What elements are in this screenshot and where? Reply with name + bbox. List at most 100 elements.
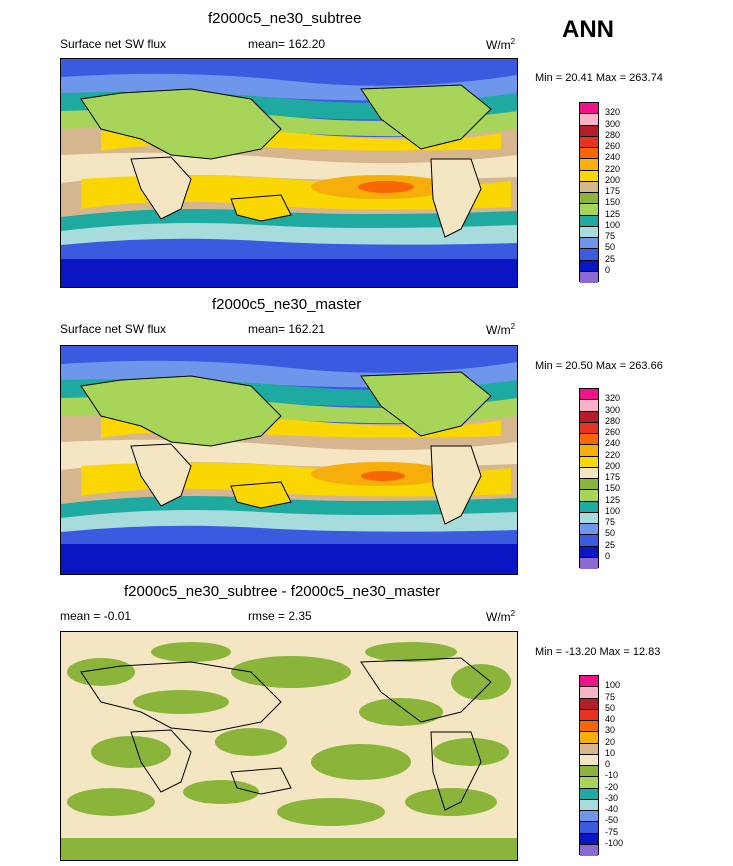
colorbar-label: 20	[605, 736, 616, 747]
sw-band-antarctic	[61, 544, 517, 574]
panel3-contour-plot	[61, 632, 517, 860]
swatch-150	[580, 479, 598, 491]
colorbar-label: 30	[605, 725, 616, 736]
swatch-100	[580, 501, 598, 513]
panel3-colorbar	[579, 675, 599, 856]
swatch-220	[580, 445, 598, 457]
colorbar-label: 300	[605, 118, 621, 129]
continent-africa	[130, 156, 192, 220]
continent-south-america	[430, 445, 482, 525]
swatch-175	[580, 181, 598, 193]
colorbar-label: -10	[605, 770, 619, 781]
colorbar-label: 150	[605, 483, 621, 494]
colorbar-label: 125	[605, 208, 621, 219]
continent-eurasia	[80, 375, 282, 447]
colorbar-label: 100	[605, 219, 621, 230]
colorbar-label: 40	[605, 714, 616, 724]
panel3-mean: mean = -0.01	[60, 609, 132, 623]
colorbar-label: 220	[605, 163, 621, 174]
colorbar-label: 0	[605, 264, 611, 275]
panel3-map	[60, 631, 518, 861]
colorbar-label: 25	[605, 539, 616, 550]
panel3-minmax: Min = -13.20 Max = 12.83	[535, 646, 661, 658]
colorbar-label: 240	[605, 438, 621, 449]
swatch-20	[580, 732, 598, 744]
sw-band-itcz	[61, 152, 517, 183]
swatch-200	[580, 170, 598, 182]
swatch-260	[580, 136, 598, 148]
swatch-320	[580, 389, 598, 401]
swatch-minus-40	[580, 799, 598, 811]
swatch-below-0	[580, 557, 598, 569]
sw-band-south-75	[61, 503, 517, 532]
sw-band-south-75	[61, 216, 517, 245]
colorbar-label: 150	[605, 197, 621, 208]
season-label: ANN	[562, 16, 614, 43]
panel3-rmse: rmse = 2.35	[248, 609, 312, 623]
colorbar-label: 200	[605, 174, 621, 185]
swatch-25	[580, 249, 598, 261]
continent-north-america	[360, 371, 492, 437]
colorbar-label: 50	[605, 242, 616, 253]
colorbar-label: 50	[605, 528, 616, 539]
colorbar-label: 240	[605, 152, 621, 163]
colorbar-label: 300	[605, 404, 621, 415]
panel1-units: W/m2	[486, 37, 516, 52]
colorbar-label: 10	[605, 747, 616, 758]
continent-australia	[230, 481, 292, 509]
panel1-variable-label: Surface net SW flux	[60, 37, 167, 51]
swatch-0	[580, 546, 598, 558]
colorbar-label: 320	[605, 393, 621, 404]
panel2-variable-label: Surface net SW flux	[60, 322, 167, 336]
swatch-200	[580, 456, 598, 468]
swatch-0	[580, 754, 598, 766]
swatch-125	[580, 204, 598, 216]
swatch-below-0	[580, 271, 598, 283]
sw-band-antarctic	[61, 257, 517, 287]
colorbar-label: 125	[605, 494, 621, 505]
diff-coastlines	[80, 657, 492, 811]
swatch-240	[580, 148, 598, 160]
panel1-mean: mean= 162.20	[248, 37, 326, 51]
colorbar-label: -100	[605, 837, 624, 848]
colorbar-label: 200	[605, 460, 621, 471]
panel1-map	[60, 58, 518, 288]
swatch-75	[580, 226, 598, 238]
panel3-units: W/m2	[486, 609, 516, 624]
panel1-contour-plot	[61, 59, 517, 287]
colorbar-label: 75	[605, 231, 616, 241]
colorbar-label: -20	[605, 781, 619, 792]
continent-south-america	[430, 158, 482, 238]
colorbar-label: 0	[605, 759, 611, 769]
sw-band-itcz	[61, 439, 517, 470]
colorbar-label: 50	[605, 702, 616, 713]
swatch-175	[580, 467, 598, 479]
panel2-units: W/m2	[486, 322, 516, 337]
colorbar-label: 260	[605, 141, 621, 151]
colorbar-label: 100	[605, 505, 621, 516]
colorbar-label: -50	[605, 815, 619, 826]
continent-africa	[130, 443, 192, 507]
swatch-280	[580, 125, 598, 137]
sw-peak-pacific	[361, 471, 405, 481]
sw-band-southern-ocean	[61, 233, 517, 259]
colorbar-label: 220	[605, 449, 621, 460]
panel2-contour-plot	[61, 346, 517, 574]
swatch-50	[580, 238, 598, 250]
swatch-30	[580, 721, 598, 733]
colorbar-label: -30	[605, 792, 619, 803]
panel2-minmax: Min = 20.50 Max = 263.66	[535, 360, 663, 372]
colorbar-label: 25	[605, 253, 616, 264]
swatch-100	[580, 676, 598, 688]
swatch-0	[580, 260, 598, 272]
colorbar-label: -75	[605, 826, 619, 837]
continent-north-america	[360, 84, 492, 150]
swatch-280	[580, 411, 598, 423]
continent-australia	[230, 194, 292, 222]
swatch-50	[580, 524, 598, 536]
panel2-map	[60, 345, 518, 575]
swatch-220	[580, 159, 598, 171]
colorbar-label: -40	[605, 804, 619, 814]
colorbar-label: 260	[605, 427, 621, 437]
sw-band-arctic	[61, 59, 517, 77]
